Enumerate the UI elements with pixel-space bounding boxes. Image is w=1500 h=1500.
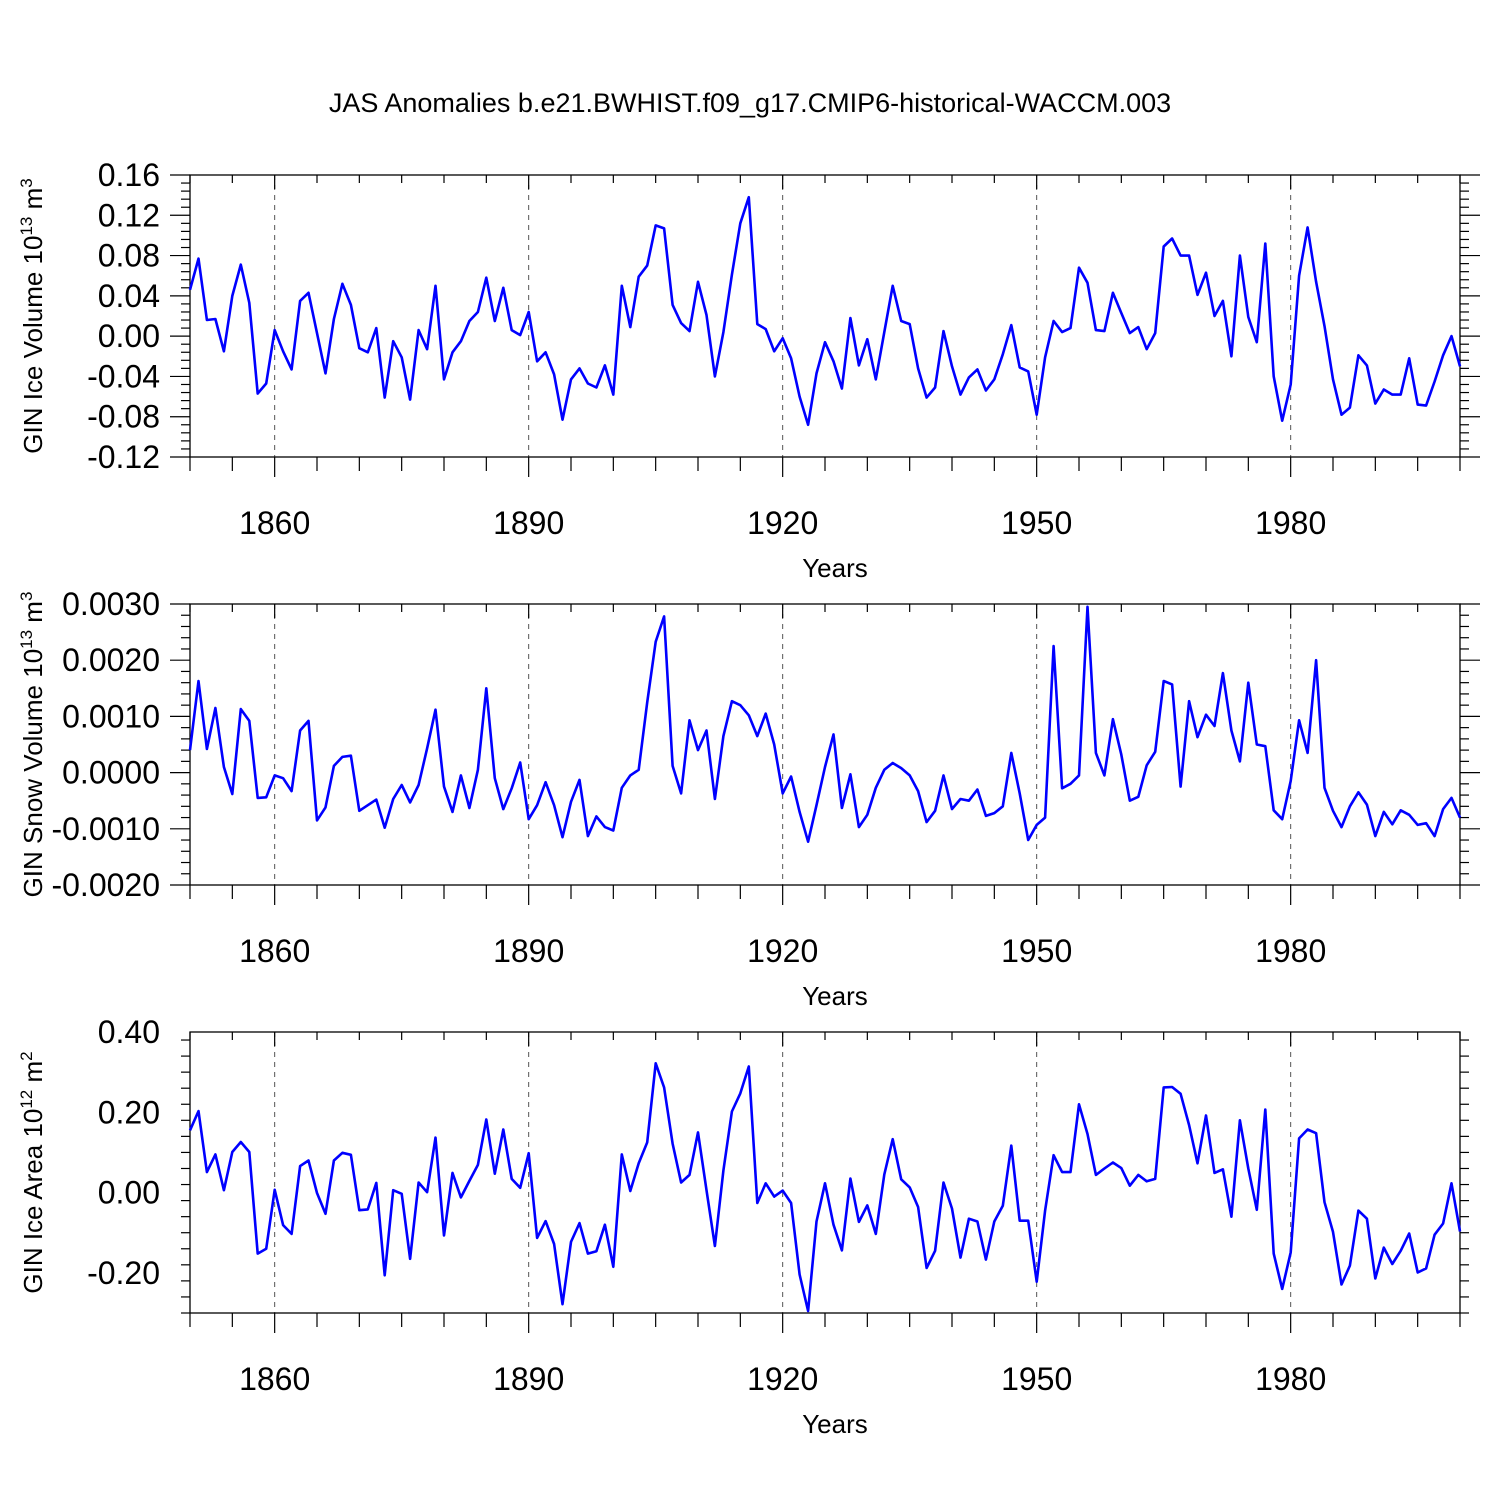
panel-ice-volume: -0.12 -0.08 -0.04 0.00 0.04 0.08 0.12 0.16 1860 1… [17, 157, 1480, 583]
x-tick-label: 1920 [747, 933, 818, 969]
x-tick-label: 1920 [747, 505, 818, 541]
x-tick-label: 1950 [1001, 1361, 1072, 1397]
y-tick-label: -0.0010 [51, 811, 160, 847]
x-tick-label: 1860 [239, 933, 310, 969]
series-line-ice-volume [188, 195, 1462, 427]
y-tick-label: 0.40 [98, 1014, 160, 1050]
y-tick-label: 0.00 [98, 318, 160, 354]
x-tick-label: 1950 [1001, 505, 1072, 541]
y-tick-label: 0.0000 [62, 755, 160, 791]
y-tick-label: -0.12 [87, 439, 160, 475]
x-tick-label: 1860 [239, 1361, 310, 1397]
y-tick-label: 0.00 [98, 1175, 160, 1211]
series-line-ice-area [188, 1062, 1462, 1313]
x-tick-label: 1890 [493, 933, 564, 969]
x-axis-label: Years [802, 553, 868, 583]
y-tick-label: 0.0010 [62, 698, 160, 734]
y-axis-label: GIN Ice Area 1012 m2 [17, 1051, 48, 1293]
x-tick-label: 1980 [1255, 933, 1326, 969]
y-tick-label: -0.08 [87, 399, 160, 435]
y-axis-label: GIN Snow Volume 1013 m3 [17, 592, 48, 898]
x-tick-label: 1890 [493, 1361, 564, 1397]
x-axis-label: Years [802, 981, 868, 1011]
x-tick-label: 1860 [239, 505, 310, 541]
y-tick-label: -0.04 [87, 358, 160, 394]
y-axis-label: GIN Ice Volume 1013 m3 [17, 178, 48, 454]
x-tick-label: 1890 [493, 505, 564, 541]
chart-title: JAS Anomalies b.e21.BWHIST.f09_g17.CMIP6… [329, 88, 1171, 118]
x-tick-label: 1980 [1255, 505, 1326, 541]
y-tick-label: 0.04 [98, 278, 160, 314]
x-axis-label: Years [802, 1409, 868, 1439]
y-tick-label: 0.12 [98, 197, 160, 233]
y-tick-label: -0.20 [87, 1255, 160, 1291]
x-tick-label: 1950 [1001, 933, 1072, 969]
plot-frame [189, 603, 1461, 886]
y-tick-label: 0.0020 [62, 642, 160, 678]
y-tick-label: 0.20 [98, 1094, 160, 1130]
y-tick-label: 0.0030 [62, 586, 160, 622]
series-line-snow-volume [188, 605, 1462, 844]
y-tick-label: 0.08 [98, 238, 160, 274]
x-tick-label: 1980 [1255, 1361, 1326, 1397]
panel-snow-volume: -0.0020 -0.0010 0.0000 0.0010 0.0020 0.0030 18… [17, 586, 1480, 1011]
y-tick-label: 0.16 [98, 157, 160, 193]
y-tick-label: -0.0020 [51, 867, 160, 903]
x-tick-label: 1920 [747, 1361, 818, 1397]
panel-ice-area: -0.20 0.00 0.20 0.40 1860 1890 1920 1950 1980 Yea… [17, 1014, 1469, 1439]
